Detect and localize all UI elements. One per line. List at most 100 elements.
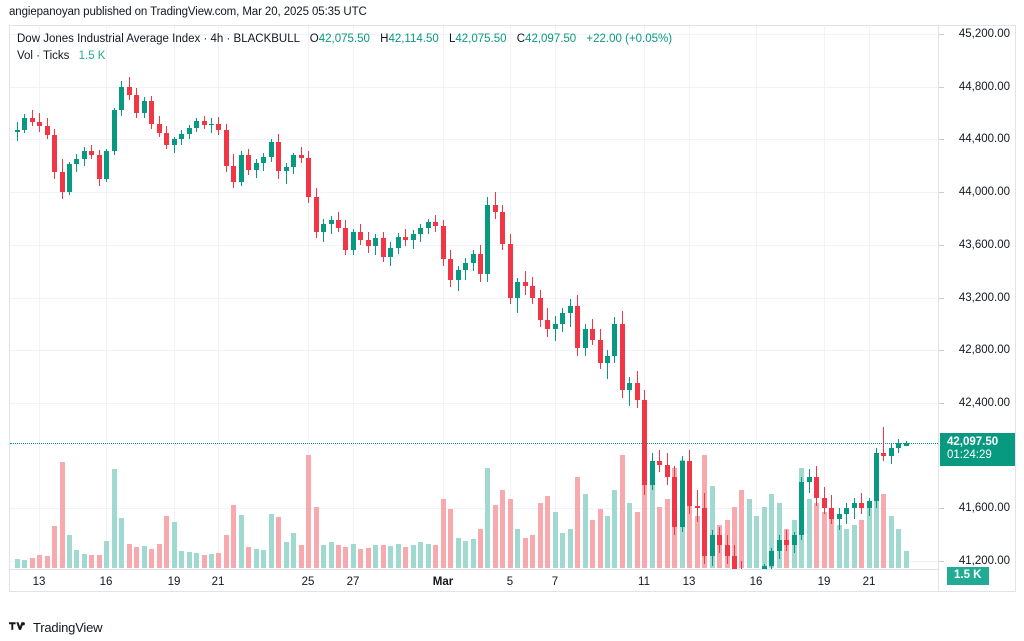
volume-bar — [284, 542, 289, 568]
volume-bar — [418, 542, 423, 568]
candle-body — [321, 223, 326, 232]
price-axis-tick-mark — [939, 508, 944, 509]
price-axis-tick-label: 44,800.00 — [958, 80, 1010, 93]
candle-body — [82, 151, 87, 160]
candle-body — [493, 205, 498, 212]
volume-bar — [366, 548, 371, 568]
volume-bar — [119, 518, 124, 568]
candle-wick — [846, 503, 847, 525]
candle-body — [792, 534, 797, 546]
chart-plot-area[interactable] — [10, 26, 938, 569]
candle-body — [807, 476, 812, 483]
candle-body — [433, 222, 438, 227]
volume-bar — [426, 544, 431, 568]
candle-body — [284, 167, 289, 172]
volume-bar — [904, 551, 909, 568]
volume-bar — [508, 499, 513, 568]
grid-line-vertical — [555, 26, 556, 569]
candle-body — [254, 163, 259, 170]
candle-body — [717, 534, 722, 546]
grid-line-horizontal — [10, 350, 938, 351]
candle-body — [366, 239, 371, 247]
volume-bar — [852, 525, 857, 568]
candle-body — [269, 142, 274, 157]
candle-body — [104, 151, 109, 179]
volume-bar — [314, 507, 319, 568]
volume-bar — [164, 516, 169, 568]
candle-wick — [211, 118, 212, 133]
volume-bar — [485, 468, 490, 568]
time-axis-tick-label: 5 — [506, 576, 514, 588]
volume-bar — [456, 538, 461, 568]
volume-bar — [194, 553, 199, 568]
grid-line-horizontal — [10, 139, 938, 140]
candle-body — [127, 86, 132, 95]
time-axis-tick-label: 16 — [99, 576, 113, 588]
candle-body — [642, 400, 647, 485]
volume-bar — [74, 550, 79, 568]
price-axis-tick-mark — [939, 245, 944, 246]
candle-body — [231, 165, 236, 182]
volume-bar — [112, 469, 117, 568]
candle-body — [209, 123, 214, 125]
candle-body — [710, 534, 715, 556]
chart-frame[interactable]: 13 16 19 21 25 27 Mar 5 7 11 13 16 19 21 42,097.50 01… — [9, 25, 1016, 592]
candle-body — [314, 197, 319, 232]
price-axis-tick-label: 44,400.00 — [958, 133, 1010, 146]
candle-body — [97, 155, 102, 179]
candle-body — [15, 130, 20, 133]
candle-wick — [786, 529, 787, 551]
current-price-line — [10, 443, 938, 444]
candle-body — [590, 329, 595, 340]
volume-bar — [216, 553, 221, 568]
volume-bar — [844, 529, 849, 568]
grid-line-horizontal — [10, 508, 938, 509]
volume-bar — [373, 545, 378, 568]
volume-bar — [829, 516, 834, 568]
candle-body — [358, 231, 363, 240]
price-axis-tick-label: 42,400.00 — [958, 397, 1010, 410]
candle-body — [650, 461, 655, 485]
candle-body — [665, 464, 670, 477]
candle-body — [478, 254, 483, 274]
time-axis[interactable]: 13 16 19 21 25 27 Mar 5 7 11 13 16 19 21 — [10, 569, 938, 591]
candle-body — [456, 269, 461, 281]
grid-line-vertical — [824, 26, 825, 569]
candle-body — [896, 442, 901, 448]
candle-body — [418, 227, 423, 235]
candle-body — [672, 476, 677, 527]
candle-body — [657, 461, 662, 465]
volume-bar — [598, 509, 603, 568]
price-axis-tick-label: 44,000.00 — [958, 186, 1010, 199]
candle-body — [695, 505, 700, 509]
grid-line-vertical — [443, 26, 444, 569]
time-axis-tick-label: 13 — [682, 576, 696, 588]
candle-body — [889, 447, 894, 456]
price-axis[interactable]: 42,097.50 01:24:29 1.5 K 45,200.00 44,800… — [938, 26, 1015, 591]
volume-bar — [739, 490, 744, 568]
grid-line-vertical — [218, 26, 219, 569]
volume-bar — [358, 549, 363, 568]
volume-bar — [30, 558, 35, 568]
volume-bar — [15, 559, 20, 568]
candle-body — [725, 545, 730, 556]
candle-body — [89, 151, 94, 156]
grid-line-vertical — [174, 26, 175, 569]
candle-body — [471, 254, 476, 264]
volume-bar — [67, 535, 72, 568]
volume-bar — [560, 533, 565, 568]
price-axis-tick-mark — [939, 87, 944, 88]
candle-body — [553, 323, 558, 330]
price-axis-tick-label: 42,800.00 — [958, 344, 1010, 357]
volume-bar — [329, 542, 334, 568]
candle-body — [874, 453, 879, 501]
volume-bar — [381, 545, 386, 568]
candle-wick — [607, 350, 608, 380]
candle-body — [814, 476, 819, 498]
volume-bar — [889, 516, 894, 568]
volume-bar — [254, 549, 259, 568]
volume-bar — [343, 547, 348, 568]
candle-wick — [741, 561, 742, 569]
volume-badge: 1.5 K — [947, 567, 989, 585]
volume-bar — [530, 535, 535, 568]
